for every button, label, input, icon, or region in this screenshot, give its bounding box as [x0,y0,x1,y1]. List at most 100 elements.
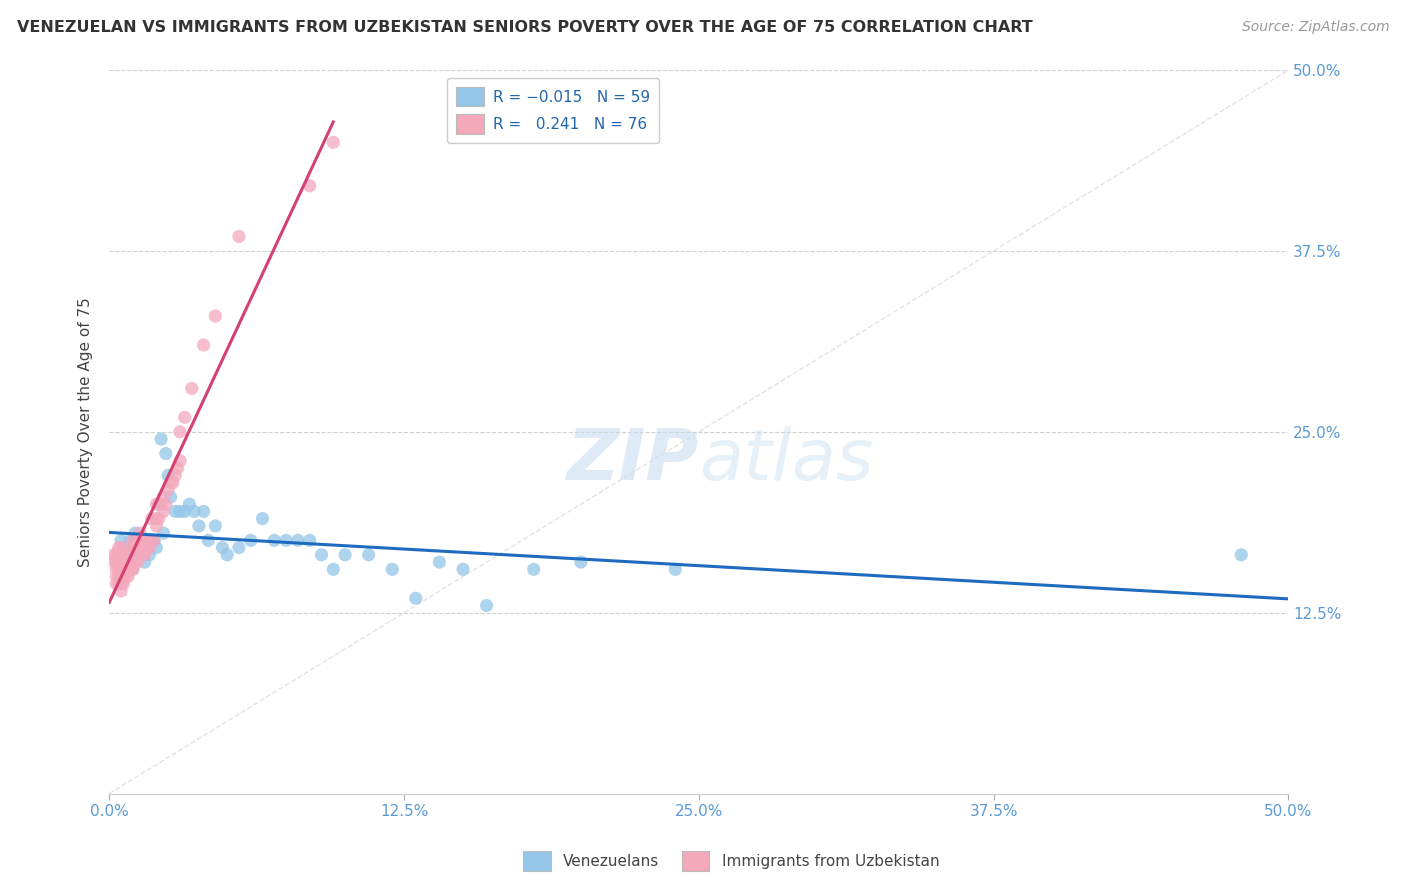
Point [274,533,297,548]
Point [141,533,163,548]
Point [179,497,201,511]
Point [197,533,219,548]
Point [228,229,250,244]
Point [162,475,184,490]
Point [105,555,128,569]
Point [204,309,226,323]
Point [381,562,404,576]
Point [112,576,135,591]
Point [523,562,546,576]
Point [165,468,187,483]
Point [129,526,152,541]
Point [105,576,128,591]
Point [152,504,174,518]
Point [145,519,167,533]
Point [239,533,262,548]
Point [107,576,129,591]
Point [569,555,592,569]
Point [120,541,142,555]
Point [141,511,163,525]
Point [187,519,209,533]
Point [124,541,146,555]
Point [173,410,195,425]
Point [152,526,174,541]
Point [124,526,146,541]
Point [121,548,143,562]
Point [129,541,152,555]
Point [121,541,143,555]
Point [165,504,187,518]
Point [217,548,239,562]
Point [134,541,156,555]
Point [120,562,142,576]
Point [405,591,427,606]
Point [107,541,129,555]
Point [322,136,344,150]
Point [429,555,451,569]
Point [183,504,205,518]
Point [110,576,132,591]
Point [145,541,167,555]
Point [138,548,160,562]
Point [110,541,132,555]
Point [110,533,132,548]
Point [145,511,167,525]
Point [103,555,125,569]
Point [287,533,309,548]
Point [143,533,166,548]
Point [136,541,159,555]
Point [105,548,128,562]
Point [169,425,191,439]
Point [107,555,129,569]
Point [664,562,686,576]
Point [150,497,173,511]
Point [148,511,170,525]
Point [121,533,143,548]
Point [169,504,191,518]
Point [121,562,143,576]
Point [105,562,128,576]
Point [105,569,128,583]
Point [117,569,139,583]
Point [124,533,146,548]
Point [134,533,156,548]
Point [138,541,160,555]
Point [152,490,174,504]
Point [129,533,152,548]
Y-axis label: Seniors Poverty Over the Age of 75: Seniors Poverty Over the Age of 75 [79,297,93,566]
Point [107,548,129,562]
Point [114,569,136,583]
Point [127,533,149,548]
Point [157,468,180,483]
Point [114,548,136,562]
Point [180,381,202,395]
Point [475,599,498,613]
Text: ZIP: ZIP [567,426,699,495]
Point [148,497,170,511]
Point [129,548,152,562]
Point [211,541,233,555]
Point [114,548,136,562]
Point [127,533,149,548]
Point [121,555,143,569]
Point [159,475,181,490]
Point [311,548,333,562]
Point [333,548,356,562]
Point [141,533,163,548]
Text: VENEZUELAN VS IMMIGRANTS FROM UZBEKISTAN SENIORS POVERTY OVER THE AGE OF 75 CORR: VENEZUELAN VS IMMIGRANTS FROM UZBEKISTAN… [17,20,1032,35]
Point [121,562,143,576]
Point [127,555,149,569]
Point [110,569,132,583]
Point [117,555,139,569]
Point [322,562,344,576]
Point [127,548,149,562]
Point [252,511,274,525]
Point [1230,548,1253,562]
Point [193,504,215,518]
Point [159,490,181,504]
Point [173,504,195,518]
Point [134,555,156,569]
Point [298,533,321,548]
Point [193,338,215,352]
Point [110,584,132,599]
